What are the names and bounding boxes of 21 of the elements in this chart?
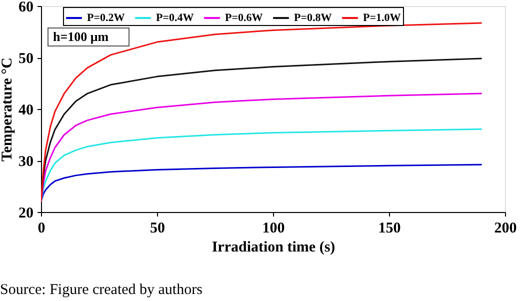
y-axis-title: Temperature °C <box>0 58 16 162</box>
x-tick-label: 50 <box>150 220 165 236</box>
x-tick-label: 100 <box>262 220 285 236</box>
legend-label: P=0.8W <box>294 12 332 24</box>
annotation: h=100 μm <box>53 29 109 44</box>
legend-label: P=0.2W <box>87 12 125 24</box>
line-series <box>41 164 483 202</box>
x-tick-label: 200 <box>494 220 517 236</box>
x-tick-label: 150 <box>378 220 401 236</box>
y-tick-label: 20 <box>18 206 34 222</box>
x-axis-title: Irradiation time (s) <box>212 240 336 256</box>
y-tick-label: 50 <box>18 51 34 67</box>
y-tick-label: 60 <box>18 0 34 16</box>
source-note: Source: Figure created by authors <box>0 282 203 298</box>
line-series <box>41 22 483 202</box>
x-tick-label: 0 <box>38 220 46 236</box>
y-tick-label: 40 <box>18 102 34 118</box>
legend-label: P=1.0W <box>363 12 401 24</box>
legend-label: P=0.4W <box>156 12 194 24</box>
y-tick-label: 30 <box>18 154 34 170</box>
legend-label: P=0.6W <box>225 12 263 24</box>
